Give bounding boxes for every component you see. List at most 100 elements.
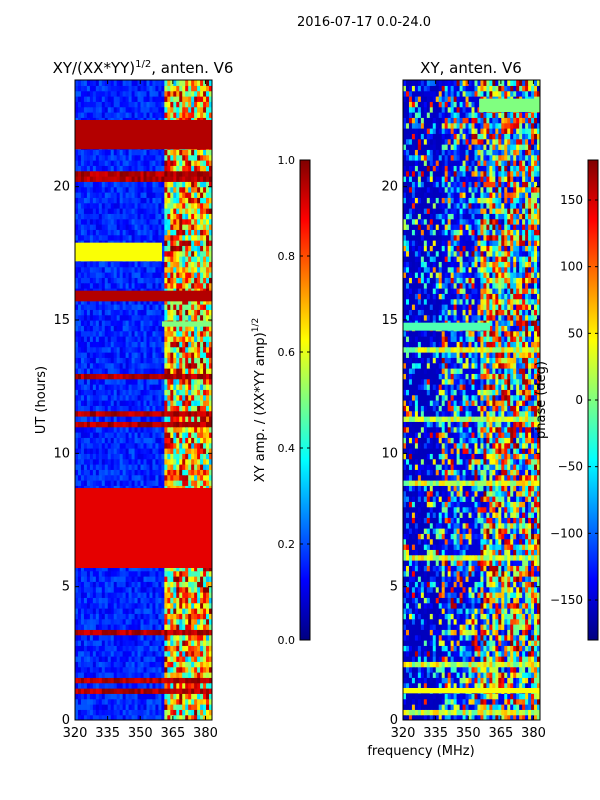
heatmap-cell [116, 464, 121, 470]
heatmap-cell [209, 314, 212, 321]
heatmap-cell [86, 629, 91, 636]
heatmap-cell [122, 314, 127, 321]
heatmap-cell [77, 160, 82, 166]
heatmap-cell [140, 186, 145, 193]
heatmap-cell [122, 160, 127, 166]
heatmap-cell [182, 192, 186, 198]
heatmap-cell [92, 581, 97, 588]
heatmap-cell [185, 469, 189, 476]
heatmap-cell [92, 565, 97, 572]
heatmap-cell [137, 576, 142, 582]
heatmap-cell [140, 442, 145, 449]
heatmap-cell [122, 618, 127, 625]
heatmap-cell [149, 480, 154, 486]
heatmap-cell [197, 448, 201, 454]
heatmap-cell [155, 325, 159, 332]
heatmap-cell [194, 368, 198, 374]
heatmap-cell [206, 272, 210, 278]
heatmap-cell [113, 304, 118, 310]
heatmap-cell [161, 272, 165, 278]
heatmap-cell [95, 229, 100, 236]
heatmap-cell [125, 373, 130, 380]
heatmap-cell [173, 192, 177, 198]
heatmap-cell [137, 192, 142, 198]
heatmap-cell [110, 197, 115, 204]
heatmap-cell [170, 634, 174, 641]
heatmap-cell [89, 298, 94, 305]
heatmap-cell [191, 394, 195, 401]
heatmap-cell [179, 698, 183, 705]
heatmap-cell [98, 453, 103, 460]
heatmap-cell [161, 448, 165, 454]
heatmap-cell [188, 688, 192, 694]
heatmap-cell [176, 645, 180, 652]
heatmap-cell [140, 474, 145, 481]
heatmap-cell [155, 400, 159, 406]
heatmap-cell [89, 613, 94, 620]
heatmap-cell [86, 192, 91, 198]
heatmap-cell [152, 170, 157, 177]
heatmap-cell [185, 581, 189, 588]
heatmap-cell [101, 714, 106, 720]
heatmap-cell [83, 266, 88, 273]
heatmap-cell [98, 469, 103, 476]
heatmap-cell [143, 709, 148, 716]
heatmap-cell [188, 192, 192, 198]
heatmap-cell [107, 298, 112, 305]
heatmap-cell [176, 656, 180, 662]
heatmap-cell [128, 426, 133, 433]
heatmap-cell [131, 170, 136, 177]
heatmap-cell [107, 597, 112, 604]
heatmap-cell [86, 624, 91, 630]
heatmap-cell [80, 645, 85, 652]
heatmap-cell [149, 618, 154, 625]
heatmap-cell [95, 272, 100, 278]
heatmap-cell [92, 693, 97, 700]
heatmap-cell [107, 202, 112, 209]
heatmap-cell [113, 629, 118, 636]
heatmap-cell [146, 224, 151, 230]
heatmap-cell [119, 336, 124, 342]
heatmap-cell [104, 474, 109, 481]
heatmap-cell [134, 224, 139, 230]
heatmap-cell [167, 352, 171, 358]
heatmap-cell [194, 586, 198, 593]
heatmap-cell [146, 618, 151, 625]
heatmap-cell [107, 458, 112, 465]
heatmap-cell [77, 432, 82, 438]
heatmap-cell [140, 272, 145, 278]
heatmap-cell [182, 330, 186, 337]
heatmap-cell [209, 469, 212, 476]
heatmap-cell [152, 154, 157, 161]
heatmap-cell [173, 314, 177, 321]
heatmap-cell [125, 458, 130, 465]
heatmap-cell [173, 602, 177, 609]
heatmap-cell [101, 698, 106, 705]
heatmap-cell [107, 154, 112, 161]
heatmap-cell [170, 432, 174, 438]
heatmap-cell [101, 357, 106, 364]
heatmap-cell [161, 410, 165, 417]
heatmap-cell [80, 346, 85, 353]
heatmap-cell [95, 448, 100, 454]
heatmap-cell [164, 154, 168, 161]
heatmap-cell [92, 656, 97, 662]
heatmap-cell [149, 592, 154, 598]
heatmap-cell [77, 592, 82, 598]
heatmap-cell [143, 389, 148, 396]
heatmap-cell [185, 442, 189, 449]
heatmap-cell [146, 282, 151, 289]
heatmap-cell [131, 666, 136, 673]
heatmap-cell [149, 325, 154, 332]
heatmap-cell [98, 373, 103, 380]
heatmap-cell [143, 597, 148, 604]
heatmap-cell [143, 309, 148, 316]
heatmap-cell [206, 346, 210, 353]
heatmap-cell [119, 698, 124, 705]
heatmap-cell [146, 714, 151, 720]
heatmap-cell [86, 458, 91, 465]
heatmap-cell [173, 341, 177, 348]
heatmap-cell [146, 682, 151, 689]
heatmap-cell [140, 176, 145, 182]
heatmap-cell [134, 442, 139, 449]
